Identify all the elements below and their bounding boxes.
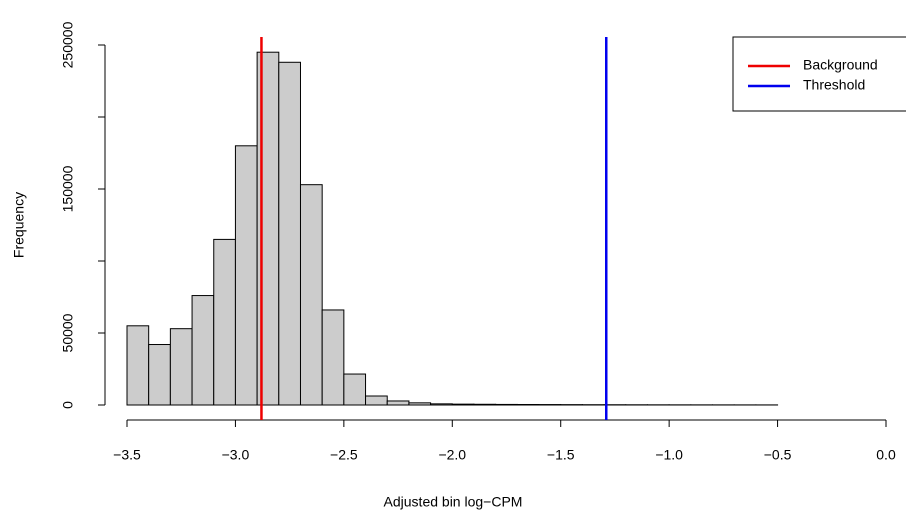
- x-tick-label: −2.0: [438, 447, 466, 463]
- x-tick-label: −3.0: [222, 447, 250, 463]
- bar: [431, 404, 453, 405]
- bar: [344, 374, 366, 405]
- x-tick-label: 0.0: [876, 447, 896, 463]
- bar: [279, 62, 301, 405]
- x-axis-label: Adjusted bin log−CPM: [384, 494, 523, 510]
- legend-label: Threshold: [803, 77, 865, 93]
- x-tick-label: −2.5: [330, 447, 358, 463]
- legend-box: [733, 37, 906, 111]
- x-tick-label: −1.5: [547, 447, 575, 463]
- bar: [300, 185, 322, 405]
- bar: [149, 345, 171, 405]
- legend-label: Background: [803, 57, 878, 73]
- bar: [214, 239, 236, 405]
- bar: [474, 404, 496, 405]
- y-axis-label: Frequency: [11, 192, 27, 258]
- y-tick-label: 250000: [60, 21, 76, 68]
- x-tick-label: −1.0: [655, 447, 683, 463]
- bar: [496, 404, 518, 405]
- x-tick-label: −3.5: [113, 447, 141, 463]
- bar: [387, 401, 409, 405]
- bar: [322, 310, 344, 405]
- bar: [192, 296, 214, 405]
- bar: [170, 329, 192, 405]
- bar: [452, 404, 474, 405]
- y-tick-label: 0: [60, 401, 76, 409]
- bar: [409, 403, 431, 405]
- bar: [517, 404, 539, 405]
- bar: [235, 146, 257, 405]
- bar: [127, 326, 149, 405]
- x-tick-label: −0.5: [764, 447, 792, 463]
- y-tick-label: 50000: [60, 313, 76, 352]
- bar: [366, 396, 388, 405]
- y-tick-label: 150000: [60, 165, 76, 212]
